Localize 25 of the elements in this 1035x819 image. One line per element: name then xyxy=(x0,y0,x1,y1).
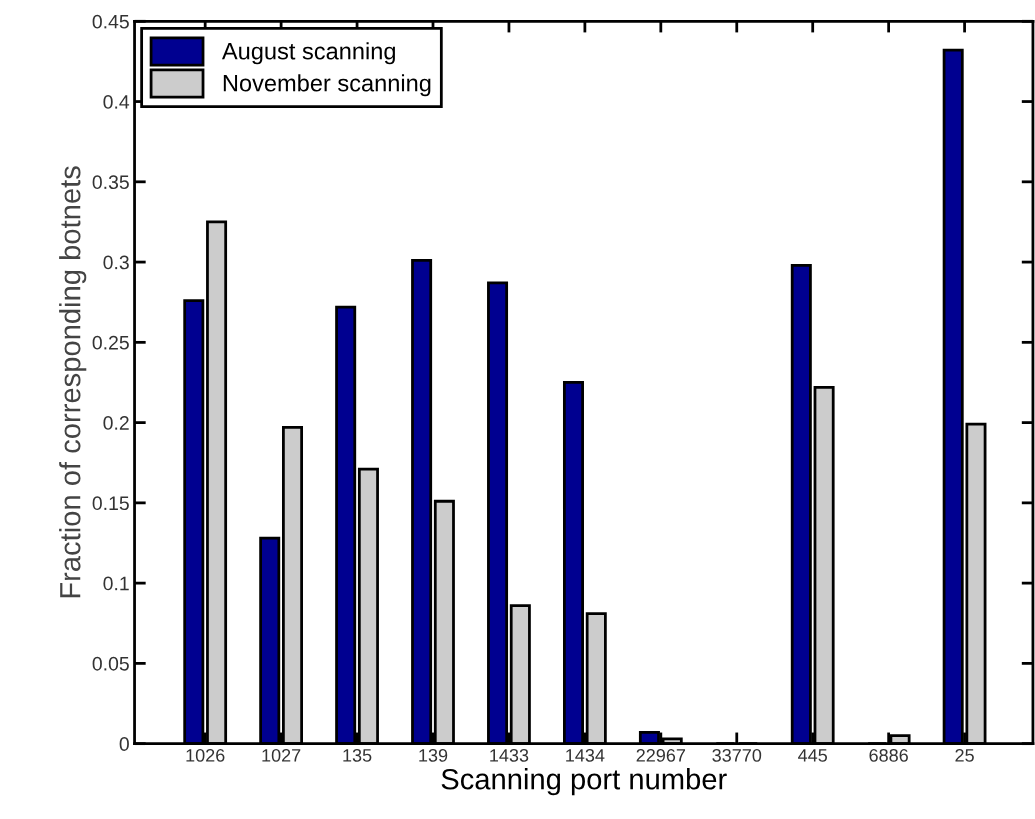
x-tick-label: 135 xyxy=(343,748,372,762)
y-tick-label: 0.3 xyxy=(103,255,129,270)
y-tick-label: 0.4 xyxy=(103,95,130,109)
x-tick-label: 33770 xyxy=(712,748,762,762)
y-tick-label: 0.2 xyxy=(103,416,129,430)
legend-label: August scanning xyxy=(221,42,395,65)
y-tick-label: 0.25 xyxy=(92,335,129,350)
x-tick-label: 25 xyxy=(955,748,974,762)
y-tick-label: 0 xyxy=(119,737,129,751)
y-tick-label: 0.1 xyxy=(103,576,129,591)
y-tick-label: 0.45 xyxy=(92,14,129,29)
y-tick-label: 0.15 xyxy=(92,496,129,511)
legend-label: November scanning xyxy=(223,74,431,97)
x-axis-title: Scanning port number xyxy=(441,768,727,796)
x-tick-label: 445 xyxy=(798,749,828,762)
x-tick-label: 6886 xyxy=(869,748,908,762)
x-tick-label: 1433 xyxy=(490,748,529,762)
x-tick-label: 22967 xyxy=(636,748,686,762)
x-tick-label: 1027 xyxy=(262,748,301,762)
x-tick-label: 1434 xyxy=(566,748,605,762)
x-tick-label: 139 xyxy=(419,748,448,762)
y-tick-label: 0.05 xyxy=(92,656,129,671)
y-tick-label: 0.35 xyxy=(92,175,129,190)
x-tick-label: 1026 xyxy=(186,748,225,762)
y-axis-title: Fraction of corresponding botnets xyxy=(59,166,87,598)
